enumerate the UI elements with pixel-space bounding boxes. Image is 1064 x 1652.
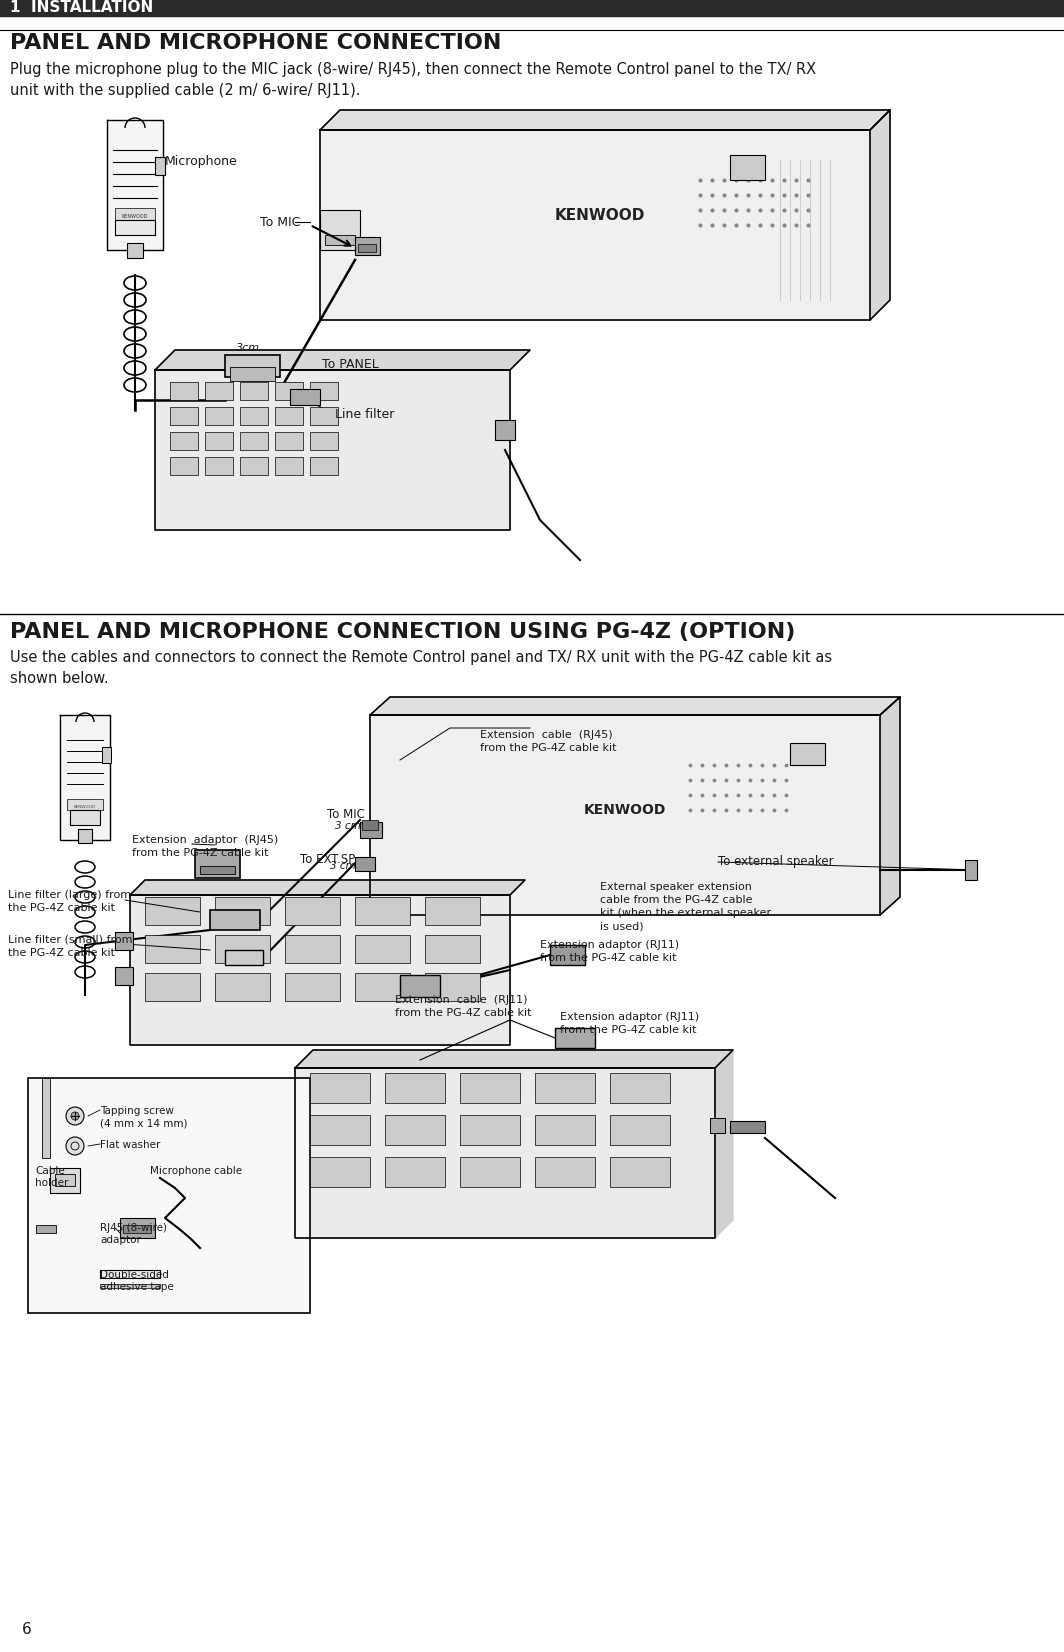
Text: Line filter: Line filter — [335, 408, 395, 421]
Text: Extension  adaptor  (RJ45)
from the PG-4Z cable kit: Extension adaptor (RJ45) from the PG-4Z … — [132, 834, 279, 857]
Bar — [36, 1226, 56, 1232]
Polygon shape — [130, 881, 525, 895]
Bar — [555, 1028, 595, 1047]
Text: Extension adaptor (RJ11)
from the PG-4Z cable kit: Extension adaptor (RJ11) from the PG-4Z … — [541, 940, 679, 963]
Bar — [123, 1226, 151, 1232]
Polygon shape — [715, 1051, 733, 1237]
Bar — [205, 433, 233, 449]
Bar — [210, 910, 260, 930]
Bar — [145, 935, 200, 963]
Text: Extension adaptor (RJ11)
from the PG-4Z cable kit: Extension adaptor (RJ11) from the PG-4Z … — [560, 1013, 699, 1036]
Bar — [127, 243, 143, 258]
Text: 1  INSTALLATION: 1 INSTALLATION — [10, 0, 153, 15]
Bar — [385, 1156, 445, 1188]
Text: 3 cm: 3 cm — [335, 821, 361, 831]
Bar — [170, 458, 198, 476]
Bar — [145, 897, 200, 925]
Bar — [195, 851, 240, 877]
Bar — [355, 935, 410, 963]
Polygon shape — [320, 111, 890, 131]
Bar — [275, 382, 303, 400]
Bar — [215, 973, 270, 1001]
Bar — [240, 382, 268, 400]
Bar — [225, 355, 280, 377]
Bar — [789, 743, 825, 765]
Text: To MIC: To MIC — [260, 215, 300, 228]
Bar — [310, 1156, 370, 1188]
Text: KENWOOD: KENWOOD — [554, 208, 645, 223]
Bar — [290, 388, 320, 405]
Bar — [355, 973, 410, 1001]
Text: To MIC: To MIC — [327, 808, 365, 821]
Text: PANEL AND MICROPHONE CONNECTION USING PG-4Z (OPTION): PANEL AND MICROPHONE CONNECTION USING PG… — [10, 623, 796, 643]
Bar — [170, 382, 198, 400]
Bar — [120, 1218, 155, 1237]
Bar — [310, 406, 338, 425]
Bar — [535, 1115, 595, 1145]
Polygon shape — [295, 1051, 733, 1067]
Bar — [310, 433, 338, 449]
Bar — [535, 1156, 595, 1188]
Bar — [460, 1115, 520, 1145]
Bar — [425, 935, 480, 963]
Bar — [200, 866, 235, 874]
Bar — [205, 382, 233, 400]
Text: Microphone cable: Microphone cable — [150, 1166, 243, 1176]
Bar — [230, 367, 275, 382]
Bar — [610, 1156, 670, 1188]
Bar — [285, 897, 340, 925]
Bar — [100, 1270, 160, 1279]
Bar — [240, 406, 268, 425]
Text: To PANEL: To PANEL — [322, 358, 379, 372]
Bar — [115, 966, 133, 985]
Bar — [355, 857, 375, 871]
Bar — [28, 1079, 310, 1313]
Text: PANEL AND MICROPHONE CONNECTION: PANEL AND MICROPHONE CONNECTION — [10, 33, 501, 53]
Bar — [215, 897, 270, 925]
Circle shape — [66, 1137, 84, 1155]
Text: External speaker extension
cable from the PG-4Z cable
kit (when the external spe: External speaker extension cable from th… — [600, 882, 771, 932]
Bar — [170, 406, 198, 425]
Bar — [155, 157, 165, 175]
Text: Microphone: Microphone — [165, 155, 237, 169]
Bar — [275, 458, 303, 476]
Polygon shape — [370, 697, 900, 715]
Bar — [610, 1115, 670, 1145]
Bar — [240, 458, 268, 476]
Bar — [115, 932, 133, 950]
Bar — [730, 155, 765, 180]
Text: Line filter (large) from
the PG-4Z cable kit: Line filter (large) from the PG-4Z cable… — [9, 890, 131, 914]
Polygon shape — [155, 350, 530, 370]
Bar — [460, 1074, 520, 1104]
Bar — [285, 973, 340, 1001]
Circle shape — [71, 1112, 79, 1120]
Text: Tapping screw
(4 mm x 14 mm): Tapping screw (4 mm x 14 mm) — [100, 1105, 187, 1128]
Polygon shape — [295, 1067, 715, 1237]
Text: 6: 6 — [22, 1622, 32, 1637]
Text: Cable
holder: Cable holder — [35, 1166, 68, 1188]
Bar — [100, 1284, 160, 1289]
Text: Extension  cable  (RJ11)
from the PG-4Z cable kit: Extension cable (RJ11) from the PG-4Z ca… — [395, 995, 532, 1018]
Bar — [145, 973, 200, 1001]
Polygon shape — [155, 370, 510, 530]
Text: KENWOOD: KENWOOD — [122, 215, 148, 220]
Bar — [310, 1074, 370, 1104]
Circle shape — [66, 1107, 84, 1125]
Polygon shape — [370, 715, 880, 915]
Bar — [320, 210, 360, 249]
Bar — [355, 897, 410, 925]
Text: Extension  cable  (RJ45)
from the PG-4Z cable kit: Extension cable (RJ45) from the PG-4Z ca… — [480, 730, 616, 753]
Bar — [358, 244, 376, 253]
Bar — [67, 800, 103, 809]
Bar — [240, 433, 268, 449]
Polygon shape — [320, 131, 870, 320]
Bar — [0, 0, 1064, 17]
Polygon shape — [130, 895, 510, 1046]
Bar — [275, 433, 303, 449]
Polygon shape — [870, 111, 890, 320]
Bar — [362, 819, 378, 829]
Bar — [205, 458, 233, 476]
Text: KENWOOD: KENWOOD — [74, 805, 96, 809]
Text: Flat washer: Flat washer — [100, 1140, 161, 1150]
Bar — [425, 897, 480, 925]
